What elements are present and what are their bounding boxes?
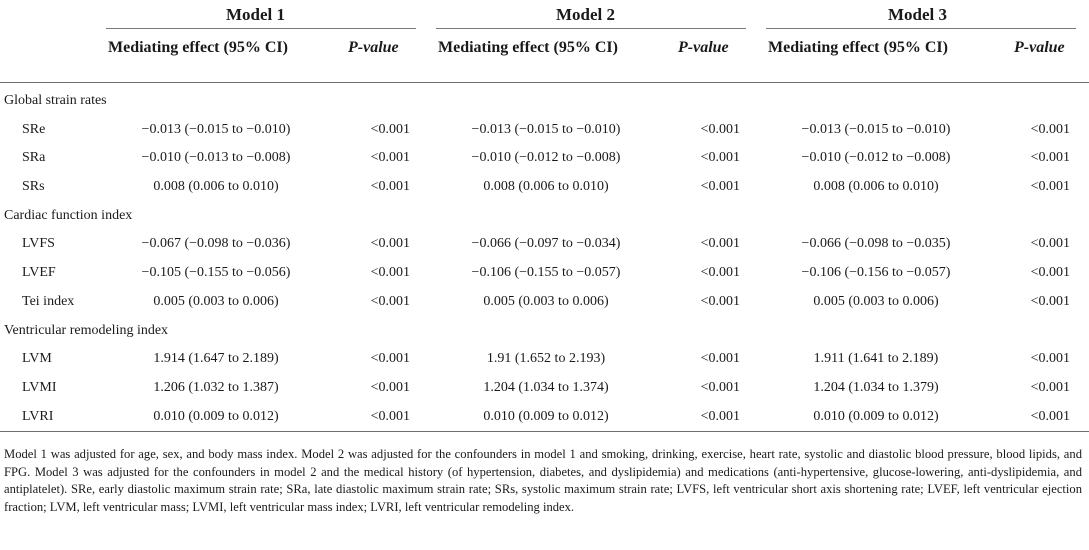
m1-effect-cell: −0.105 (−0.155 to −0.056) xyxy=(141,265,291,281)
table-body: Global strain rates SRe −0.013 (−0.015 t… xyxy=(0,87,1089,431)
m3-pvalue-cell: <0.001 xyxy=(1030,179,1070,195)
m1-effect-cell: 0.005 (0.003 to 0.006) xyxy=(153,293,279,309)
m1-pvalue-cell: <0.001 xyxy=(370,265,410,281)
m3-pvalue-heading: P-value xyxy=(1014,39,1065,56)
m2-effect-cell: −0.010 (−0.012 to −0.008) xyxy=(471,150,621,166)
table-row-tei-index: Tei index 0.005 (0.003 to 0.006) <0.001 … xyxy=(0,288,1089,317)
m2-effect-cell: 0.010 (0.009 to 0.012) xyxy=(483,408,609,424)
m1-pvalue-cell: <0.001 xyxy=(370,351,410,367)
m1-effect-cell: 0.010 (0.009 to 0.012) xyxy=(153,408,279,424)
m2-pvalue-cell: <0.001 xyxy=(700,236,740,252)
m1-effect-cell: −0.067 (−0.098 to −0.036) xyxy=(141,236,291,252)
table-row-lvfs: LVFS −0.067 (−0.098 to −0.036) <0.001 −0… xyxy=(0,230,1089,259)
table-row-lvri: LVRI 0.010 (0.009 to 0.012) <0.001 0.010… xyxy=(0,403,1089,432)
m2-pvalue-cell: <0.001 xyxy=(700,265,740,281)
table-row-lvm: LVM 1.914 (1.647 to 2.189) <0.001 1.91 (… xyxy=(0,345,1089,374)
m2-pvalue-cell: <0.001 xyxy=(700,121,740,137)
m2-effect-cell: 0.005 (0.003 to 0.006) xyxy=(483,293,609,309)
m1-effect-cell: −0.013 (−0.015 to −0.010) xyxy=(141,121,291,137)
model-3-group-rule xyxy=(766,28,1076,29)
m3-effect-cell: 1.911 (1.641 to 2.189) xyxy=(813,351,939,367)
m3-effect-cell: −0.010 (−0.012 to −0.008) xyxy=(801,150,951,166)
m1-pvalue-cell: <0.001 xyxy=(370,121,410,137)
row-label: LVMI xyxy=(22,379,57,395)
m2-pvalue-cell: <0.001 xyxy=(700,150,740,166)
m2-pvalue-cell: <0.001 xyxy=(700,379,740,395)
table-row-sre: SRe −0.013 (−0.015 to −0.010) <0.001 −0.… xyxy=(0,116,1089,145)
m3-pvalue-cell: <0.001 xyxy=(1030,408,1070,424)
table-row-sra: SRa −0.010 (−0.013 to −0.008) <0.001 −0.… xyxy=(0,144,1089,173)
model-header-row: Model 1 Model 2 Model 3 xyxy=(0,0,1089,30)
row-label: SRa xyxy=(22,150,46,166)
m2-effect-cell: 1.204 (1.034 to 1.374) xyxy=(483,379,609,395)
table-footnote: Model 1 was adjusted for age, sex, and b… xyxy=(4,447,1082,514)
column-header-row: Mediating effect (95% CI) P-value Mediat… xyxy=(0,30,1089,70)
section-title: Cardiac function index xyxy=(4,207,133,223)
row-label: LVEF xyxy=(22,265,56,281)
m2-effect-cell: −0.106 (−0.155 to −0.057) xyxy=(471,265,621,281)
section-row-ventricular-remodeling-index: Ventricular remodeling index xyxy=(0,317,1089,346)
m2-effect-cell: −0.013 (−0.015 to −0.010) xyxy=(471,121,621,137)
m3-pvalue-cell: <0.001 xyxy=(1030,236,1070,252)
section-title: Ventricular remodeling index xyxy=(4,322,169,338)
m2-pvalue-cell: <0.001 xyxy=(700,351,740,367)
m2-effect-cell: 0.008 (0.006 to 0.010) xyxy=(483,179,609,195)
model-1-heading: Model 1 xyxy=(226,5,286,24)
m1-pvalue-heading: P-value xyxy=(348,39,399,56)
m3-effect-cell: −0.066 (−0.098 to −0.035) xyxy=(801,236,951,252)
m2-pvalue-heading: P-value xyxy=(678,39,729,56)
row-label: Tei index xyxy=(22,293,75,309)
m3-pvalue-cell: <0.001 xyxy=(1030,293,1070,309)
m2-effect-heading: Mediating effect (95% CI) xyxy=(438,39,618,56)
m3-pvalue-cell: <0.001 xyxy=(1030,351,1070,367)
section-row-cardiac-function-index: Cardiac function index xyxy=(0,202,1089,231)
table-row-lvmi: LVMI 1.206 (1.032 to 1.387) <0.001 1.204… xyxy=(0,374,1089,403)
m3-pvalue-cell: <0.001 xyxy=(1030,379,1070,395)
m1-pvalue-cell: <0.001 xyxy=(370,150,410,166)
m1-pvalue-cell: <0.001 xyxy=(370,293,410,309)
m3-effect-cell: −0.106 (−0.156 to −0.057) xyxy=(801,265,951,281)
m2-pvalue-cell: <0.001 xyxy=(700,408,740,424)
table-header-rule xyxy=(0,82,1089,83)
m1-effect-cell: 0.008 (0.006 to 0.010) xyxy=(153,179,279,195)
row-label: LVRI xyxy=(22,408,54,424)
m1-effect-cell: 1.206 (1.032 to 1.387) xyxy=(153,379,279,395)
m2-pvalue-cell: <0.001 xyxy=(700,293,740,309)
m3-effect-cell: 0.008 (0.006 to 0.010) xyxy=(813,179,939,195)
model-3-heading: Model 3 xyxy=(888,5,948,24)
m3-effect-heading: Mediating effect (95% CI) xyxy=(768,39,948,56)
m1-effect-cell: −0.010 (−0.013 to −0.008) xyxy=(141,150,291,166)
section-row-global-strain-rates: Global strain rates xyxy=(0,87,1089,116)
m3-effect-cell: 1.204 (1.034 to 1.379) xyxy=(813,379,939,395)
m3-effect-cell: 0.010 (0.009 to 0.012) xyxy=(813,408,939,424)
m3-pvalue-cell: <0.001 xyxy=(1030,150,1070,166)
model-2-heading: Model 2 xyxy=(556,5,616,24)
m2-effect-cell: 1.91 (1.652 to 2.193) xyxy=(486,351,606,367)
table-row-lvef: LVEF −0.105 (−0.155 to −0.056) <0.001 −0… xyxy=(0,259,1089,288)
m3-pvalue-cell: <0.001 xyxy=(1030,265,1070,281)
table-bottom-rule xyxy=(0,431,1089,432)
model-2-group-rule xyxy=(436,28,746,29)
row-label: SRe xyxy=(22,121,46,137)
m1-pvalue-cell: <0.001 xyxy=(370,236,410,252)
m1-pvalue-cell: <0.001 xyxy=(370,408,410,424)
m1-effect-heading: Mediating effect (95% CI) xyxy=(108,39,288,56)
row-label: LVM xyxy=(22,351,52,367)
m3-effect-cell: 0.005 (0.003 to 0.006) xyxy=(813,293,939,309)
m1-pvalue-cell: <0.001 xyxy=(370,379,410,395)
m2-pvalue-cell: <0.001 xyxy=(700,179,740,195)
m1-effect-cell: 1.914 (1.647 to 2.189) xyxy=(153,351,279,367)
model-1-group-rule xyxy=(106,28,416,29)
row-label: LVFS xyxy=(22,236,55,252)
table-row-srs: SRs 0.008 (0.006 to 0.010) <0.001 0.008 … xyxy=(0,173,1089,202)
row-label: SRs xyxy=(22,179,45,195)
m3-effect-cell: −0.013 (−0.015 to −0.010) xyxy=(801,121,951,137)
m3-pvalue-cell: <0.001 xyxy=(1030,121,1070,137)
m1-pvalue-cell: <0.001 xyxy=(370,179,410,195)
m2-effect-cell: −0.066 (−0.097 to −0.034) xyxy=(471,236,621,252)
section-title: Global strain rates xyxy=(4,93,107,108)
